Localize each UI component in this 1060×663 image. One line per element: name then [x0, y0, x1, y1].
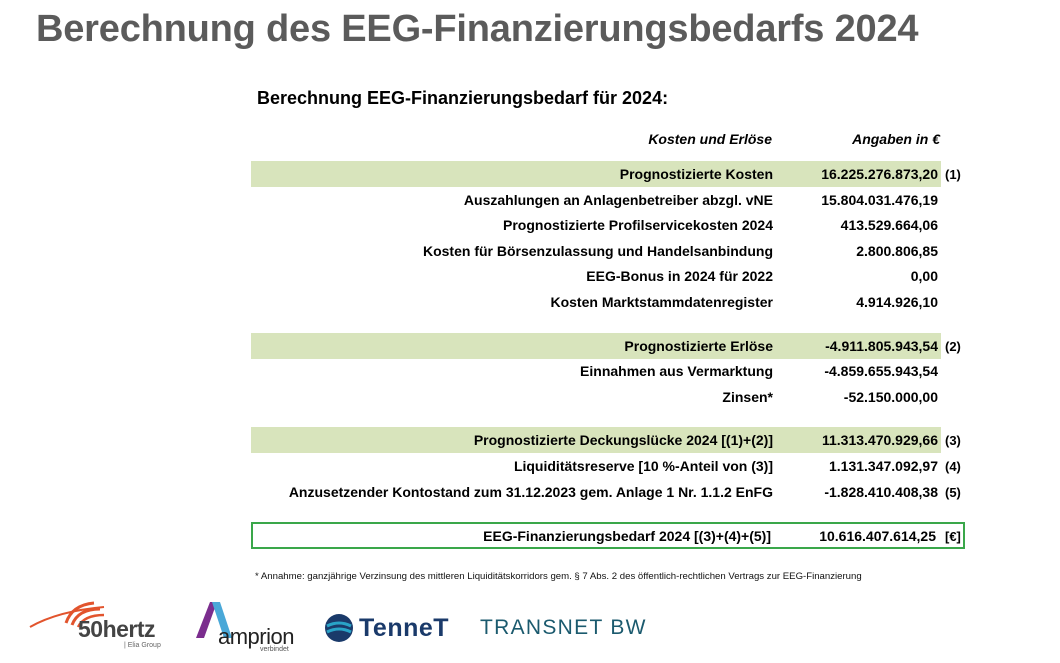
table-row-prognostizierte-erloese: Prognostizierte Erlöse -4.911.805.943,54… — [251, 333, 961, 359]
footnote: * Annahme: ganzjährige Verzinsung des mi… — [255, 571, 862, 582]
row-value: -52.150.000,00 — [843, 389, 938, 405]
page-title: Berechnung des EEG-Finanzierungsbedarfs … — [36, 8, 919, 50]
total-ref: [€] — [945, 529, 961, 544]
logo-50hertz: 50hertz | Elia Group — [28, 597, 168, 653]
row-label: Einnahmen aus Vermarktung — [580, 363, 773, 379]
row-value: 11.313.470.929,66 — [821, 432, 938, 448]
transnet-wordmark: TRANSNET BW — [480, 616, 647, 639]
row-label: Kosten für Börsenzulassung und Handelsan… — [422, 243, 773, 259]
row-label: Liquiditätsreserve [10 %-Anteil von (3)] — [513, 458, 773, 474]
table-row: Zinsen* -52.150.000,00 — [251, 384, 941, 410]
tennet-globe-icon — [325, 614, 353, 642]
row-value: 2.800.806,85 — [856, 243, 938, 259]
table-row: Anzusetzender Kontostand zum 31.12.2023 … — [251, 479, 961, 505]
row-label: Prognostizierte Erlöse — [624, 338, 773, 354]
row-value: 4.914.926,10 — [856, 294, 938, 310]
table-row: Einnahmen aus Vermarktung -4.859.655.943… — [251, 358, 941, 384]
row-value: 413.529.664,06 — [840, 217, 938, 233]
row-label: Auszahlungen an Anlagenbetreiber abzgl. … — [463, 192, 773, 208]
table-row: Kosten Marktstammdatenregister 4.914.926… — [251, 289, 941, 315]
total-label: EEG-Finanzierungsbedarf 2024 [(3)+(4)+(5… — [483, 528, 771, 544]
table-row: Prognostizierte Profilservicekosten 2024… — [251, 212, 941, 238]
row-label: EEG-Bonus in 2024 für 2022 — [586, 268, 773, 284]
row-value: 1.131.347.092,97 — [829, 458, 938, 474]
row-label: Anzusetzender Kontostand zum 31.12.2023 … — [288, 484, 773, 500]
row-label: Prognostizierte Kosten — [619, 166, 773, 182]
table-row: Auszahlungen an Anlagenbetreiber abzgl. … — [251, 187, 941, 213]
row-value: -1.828.410.408,38 — [824, 484, 938, 500]
row-ref: (3) — [945, 433, 961, 448]
amprion-a-icon — [196, 602, 232, 638]
row-ref: (1) — [945, 167, 961, 182]
row-value: -4.859.655.943,54 — [824, 363, 938, 379]
table-row-prognostizierte-kosten: Prognostizierte Kosten 16.225.276.873,20… — [251, 161, 961, 187]
row-ref: (2) — [945, 339, 961, 354]
table-row: Liquiditätsreserve [10 %-Anteil von (3)]… — [251, 453, 961, 479]
row-value: 0,00 — [910, 268, 938, 284]
row-value: 16.225.276.873,20 — [821, 166, 938, 182]
table-row: Kosten für Börsenzulassung und Handelsan… — [251, 238, 941, 264]
table-row: EEG-Bonus in 2024 für 2022 0,00 — [251, 263, 941, 289]
row-label: Kosten Marktstammdatenregister — [550, 294, 773, 310]
logo-amprion: amprion verbindet — [190, 600, 300, 655]
table-row-deckungsluecke: Prognostizierte Deckungslücke 2024 [(1)+… — [251, 427, 961, 453]
50hertz-subline: | Elia Group — [124, 642, 161, 649]
tennet-wordmark: TenneT — [359, 614, 450, 642]
amprion-wordmark: amprion — [218, 624, 294, 649]
amprion-subline: verbindet — [260, 646, 289, 653]
row-ref: (4) — [945, 459, 961, 474]
row-value: 15.804.031.476,19 — [821, 192, 938, 208]
row-value: -4.911.805.943,54 — [825, 338, 938, 354]
table-subtitle: Berechnung EEG-Finanzierungsbedarf für 2… — [257, 88, 669, 108]
column-header-label: Kosten und Erlöse — [648, 131, 772, 147]
total-row: EEG-Finanzierungsbedarf 2024 [(3)+(4)+(5… — [251, 522, 965, 549]
row-ref: (5) — [945, 485, 961, 500]
50hertz-swoosh-icon — [29, 601, 105, 628]
column-header-value: Angaben in € — [852, 131, 940, 147]
logo-tennet: TenneT — [323, 612, 453, 644]
logo-transnet-bw: TRANSNET BW — [480, 616, 645, 644]
50hertz-wordmark: 50hertz — [78, 616, 156, 642]
total-value: 10.616.407.614,25 — [819, 528, 936, 544]
row-label: Prognostizierte Profilservicekosten 2024 — [503, 217, 773, 233]
row-label: Prognostizierte Deckungslücke 2024 [(1)+… — [473, 432, 773, 448]
row-label: Zinsen* — [722, 389, 773, 405]
